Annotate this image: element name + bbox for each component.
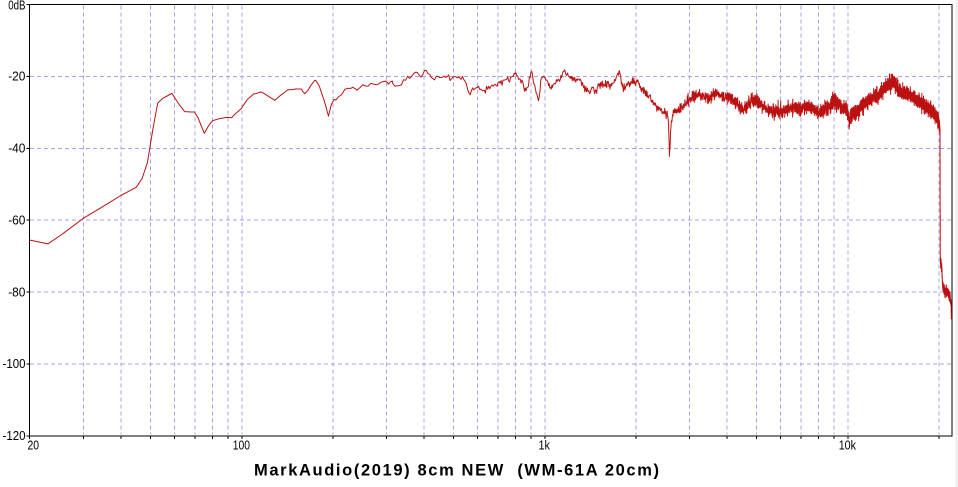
svg-text:-80: -80 (8, 285, 25, 299)
svg-text:-20: -20 (8, 70, 25, 84)
svg-text:1k: 1k (539, 439, 551, 453)
svg-text:20: 20 (28, 439, 40, 453)
svg-text:-100: -100 (3, 357, 26, 371)
svg-text:10k: 10k (839, 439, 857, 453)
svg-text:-40: -40 (8, 142, 25, 156)
svg-text:-120: -120 (3, 429, 26, 443)
svg-text:-60: -60 (8, 213, 25, 227)
svg-text:100: 100 (233, 439, 250, 453)
svg-text:0dB: 0dB (8, 0, 25, 13)
svg-text:MarkAudio(2019) 8cm NEW (WM-6: MarkAudio(2019) 8cm NEW (WM-61A 20cm) (254, 462, 659, 480)
